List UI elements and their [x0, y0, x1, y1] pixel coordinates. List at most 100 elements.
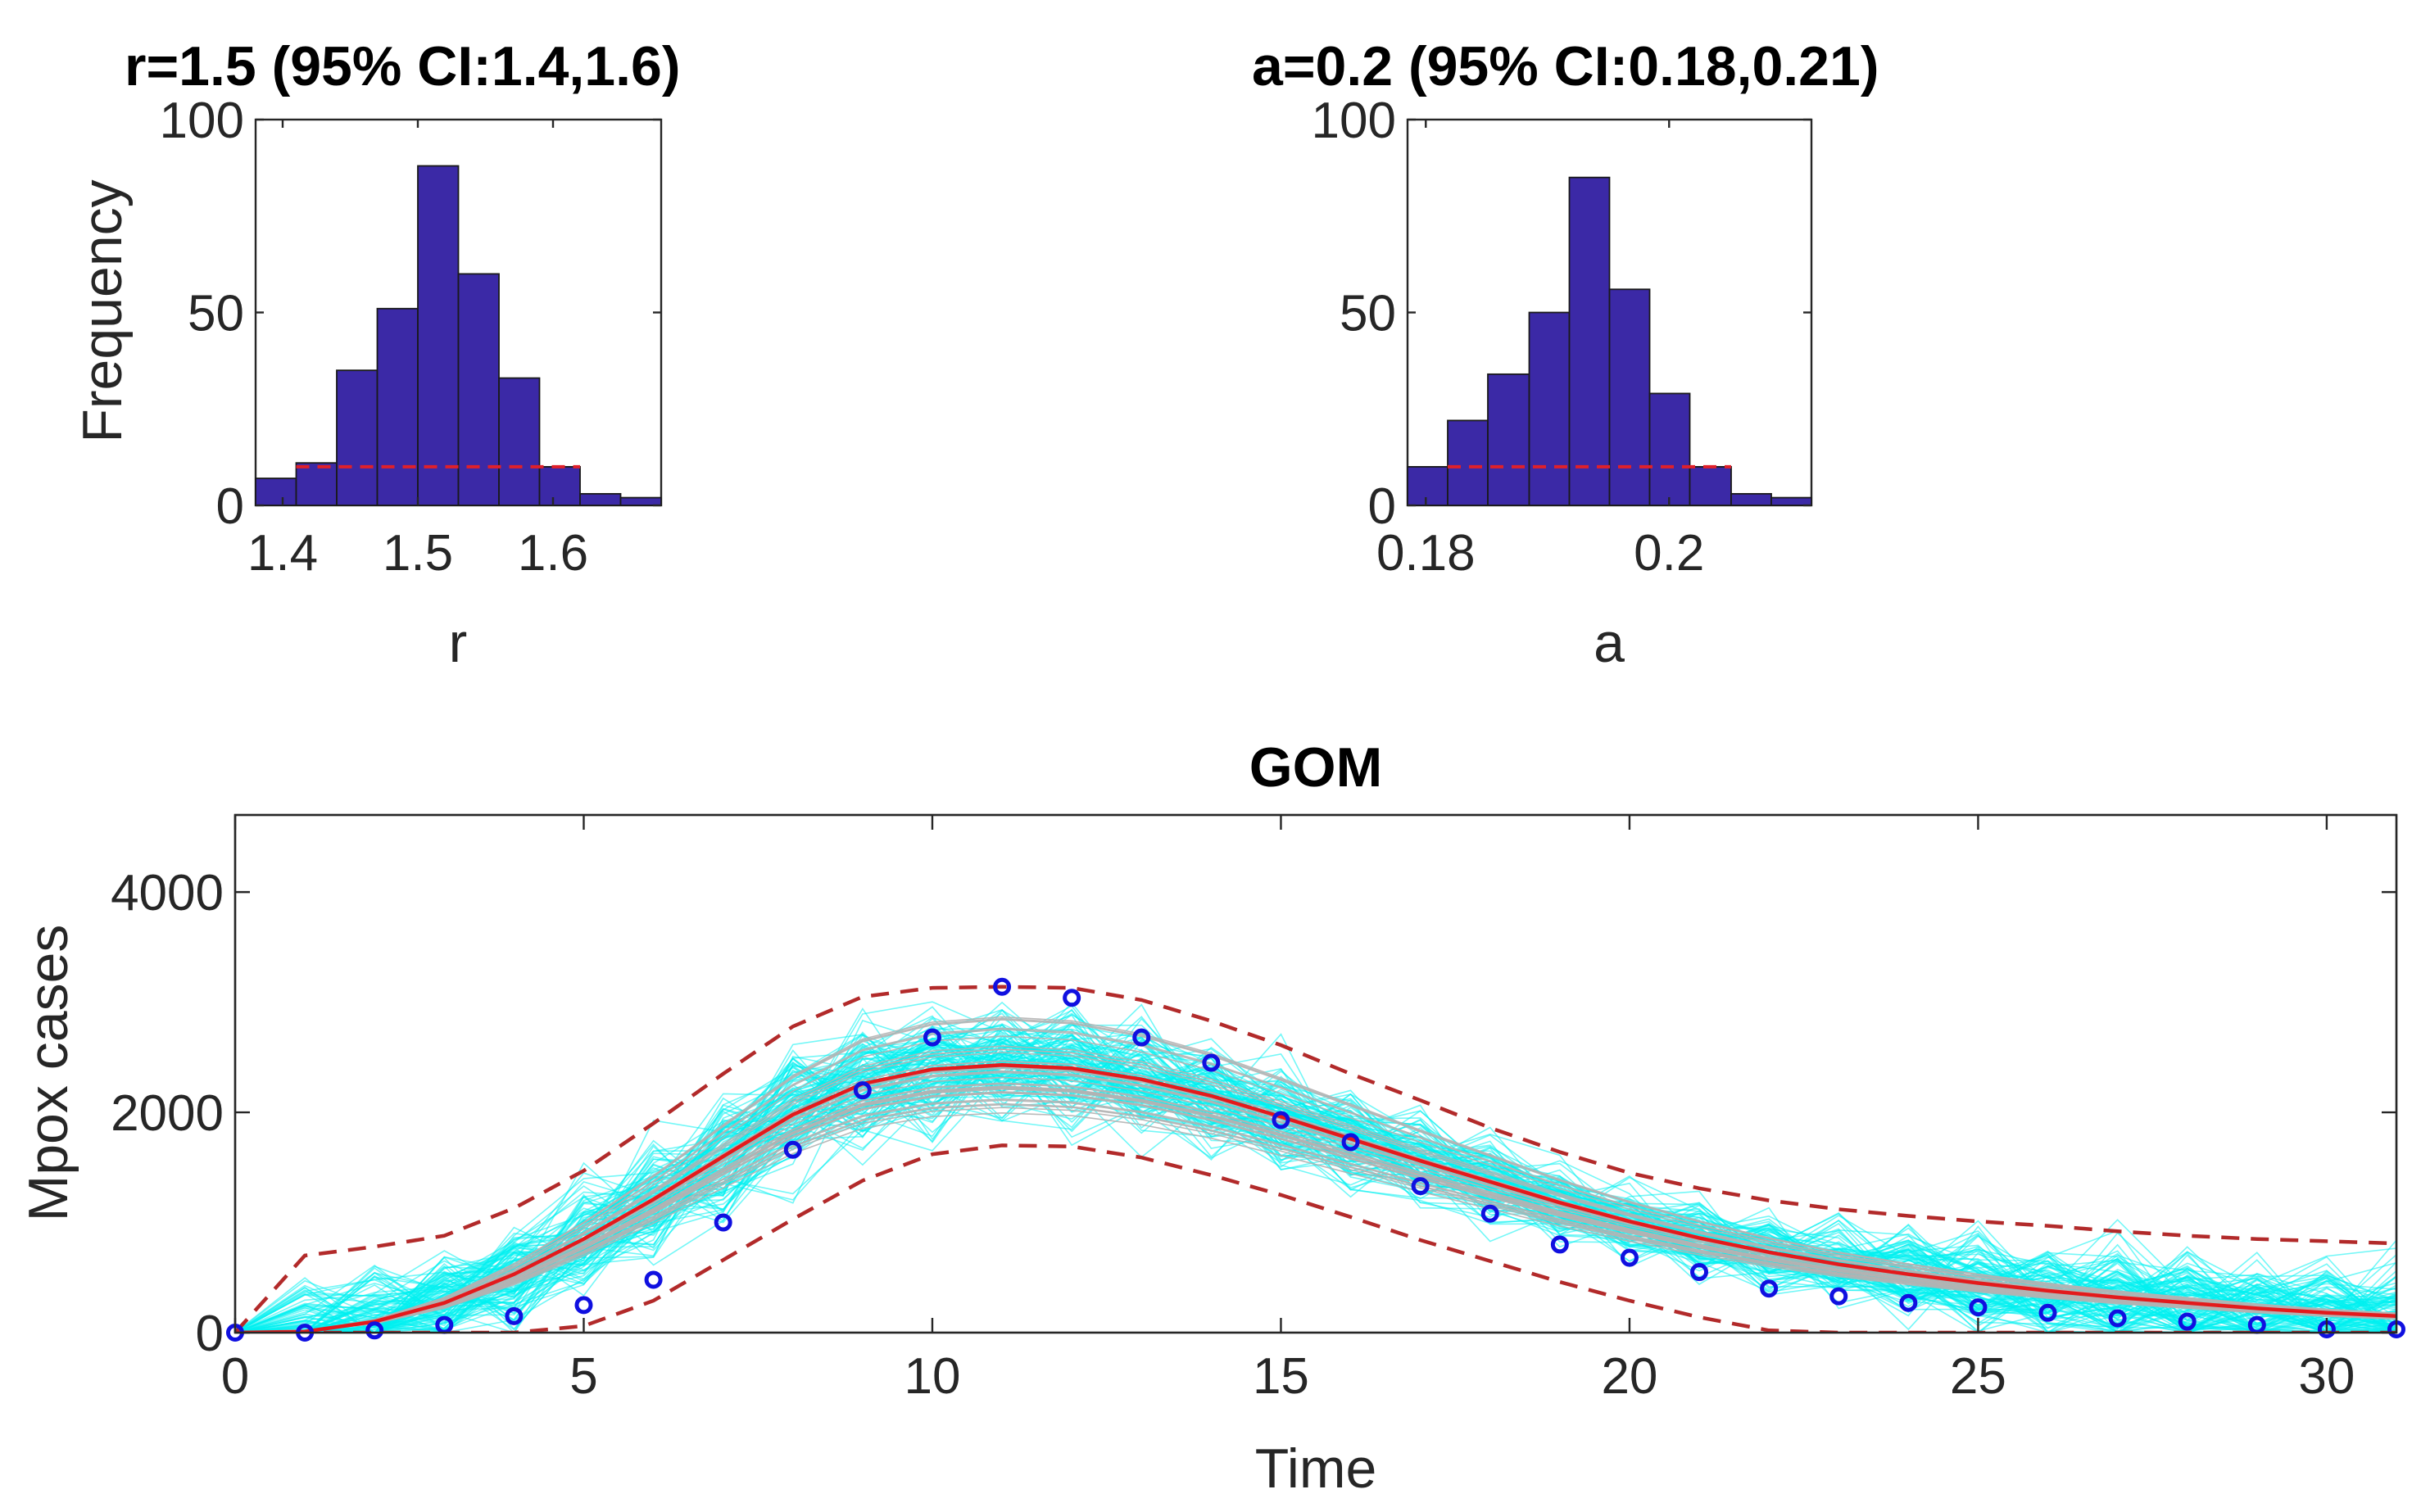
- ensemble-curve: [235, 1029, 2396, 1333]
- histogram-bar: [1447, 419, 1489, 506]
- ensemble-curve: [235, 1085, 2396, 1333]
- observed-data-point: [1620, 1248, 1639, 1267]
- observed-data-point: [1341, 1133, 1360, 1152]
- ensemble-curves: [235, 1016, 2396, 1333]
- x-tick-label: 1.5: [383, 525, 453, 582]
- upper-prediction-interval-line: [235, 985, 2396, 1333]
- histogram-a-title: a=0.2 (95% CI:0.18,0.21): [1252, 35, 1879, 97]
- y-tick-label: 0: [196, 1306, 224, 1362]
- ensemble-curve: [235, 1099, 2396, 1333]
- histogram-bar: [538, 466, 581, 506]
- y-tick-label: 100: [160, 93, 244, 149]
- observed-data-point: [1063, 989, 1081, 1007]
- x-tick-label: 0.18: [1376, 525, 1476, 582]
- ensemble-curve: [235, 1092, 2396, 1333]
- histogram-bar: [1770, 496, 1812, 506]
- observed-data-point: [1829, 1287, 1848, 1306]
- histogram-r-title: r=1.5 (95% CI:1.4,1.6): [125, 35, 680, 97]
- observed-data-point: [1202, 1053, 1221, 1072]
- x-tick-label: 15: [1253, 1348, 1309, 1405]
- mean-fit-line: [235, 1062, 2396, 1333]
- y-tick-label: 2000: [111, 1085, 224, 1142]
- y-tick-label: 50: [188, 286, 244, 342]
- x-tick-label: 0.2: [1634, 525, 1704, 582]
- histogram-bar: [336, 369, 379, 506]
- histogram-r-x-ticks: 1.4 1.5 1.6: [247, 120, 588, 582]
- simulation-curve: [235, 1059, 2396, 1333]
- histogram-a-bars: [1407, 176, 1812, 506]
- observed-data-point: [783, 1140, 802, 1159]
- observed-data-point: [1411, 1177, 1430, 1196]
- ensemble-curve: [235, 1048, 2396, 1333]
- ensemble-curve: [235, 1111, 2396, 1333]
- y-tick-label: 0: [216, 478, 244, 535]
- ensemble-curve: [235, 1035, 2396, 1333]
- timeseries-y-ticks: 0 2000 4000: [111, 865, 2396, 1362]
- observed-data-point: [1132, 1028, 1151, 1047]
- observed-data-point: [2178, 1312, 2197, 1331]
- observed-data-point: [2038, 1303, 2057, 1322]
- x-tick-label: 1.4: [247, 525, 318, 582]
- observed-data-point: [714, 1213, 732, 1232]
- timeseries-gom: GOM 0 2000 4000 0 5 10 15 20 25 30 Mpox cases Ti…: [17, 736, 2405, 1500]
- ensemble-curve: [235, 1016, 2396, 1333]
- histogram-a-x-ticks: 0.18 0.2: [1376, 120, 1704, 582]
- timeseries-axes-border: [233, 813, 2398, 1334]
- timeseries-x-ticks: 0 5 10 15 20 25 30: [221, 815, 2355, 1405]
- histogram-bar: [1648, 392, 1691, 506]
- histogram-bar: [1689, 466, 1732, 506]
- observed-data-point: [853, 1081, 872, 1100]
- histogram-bar: [457, 273, 500, 506]
- ensemble-curve: [235, 1076, 2396, 1333]
- observed-data-point: [1760, 1279, 1779, 1298]
- histogram-bar: [255, 478, 297, 506]
- histogram-bar: [1487, 373, 1530, 506]
- histogram-a-y-ticks: 0 50 100: [1312, 93, 1811, 535]
- observed-data-point: [993, 977, 1012, 996]
- observed-data-point: [505, 1306, 524, 1325]
- x-tick-label: 25: [1950, 1348, 2006, 1405]
- observed-data-point: [1690, 1263, 1709, 1282]
- observed-data-point: [1899, 1293, 1918, 1312]
- histogram-bar: [417, 165, 460, 506]
- y-tick-label: 50: [1340, 286, 1396, 342]
- x-tick-label: 30: [2298, 1348, 2355, 1405]
- observed-data-point: [2108, 1309, 2127, 1328]
- histogram-r-ylabel: Frequency: [71, 179, 134, 442]
- histogram-r-xlabel: r: [449, 612, 468, 674]
- simulation-curve: [235, 1034, 2396, 1333]
- observed-data-point: [1480, 1204, 1499, 1223]
- histogram-bar: [1608, 288, 1651, 506]
- observed-data-point: [1272, 1111, 1290, 1129]
- histogram-bar: [1730, 492, 1772, 506]
- timeseries-title: GOM: [1249, 736, 1382, 799]
- histogram-bar: [1568, 176, 1611, 506]
- histogram-bar: [1407, 466, 1449, 506]
- lower-prediction-interval-line: [235, 1143, 2396, 1333]
- histogram-bar: [579, 492, 622, 506]
- histogram-r-y-ticks: 0 50 100: [160, 93, 661, 535]
- timeseries-xlabel: Time: [1255, 1437, 1377, 1500]
- simulation-curve: [235, 1034, 2396, 1333]
- observed-data-point: [644, 1270, 663, 1289]
- y-tick-label: 0: [1368, 478, 1396, 535]
- histogram-a-xlabel: a: [1594, 612, 1625, 674]
- histogram-bar: [376, 307, 419, 506]
- histogram-bar: [1528, 311, 1571, 506]
- observed-data-point: [1969, 1298, 1988, 1317]
- observed-data-point: [1550, 1235, 1569, 1254]
- x-tick-label: 0: [221, 1348, 249, 1405]
- x-tick-label: 10: [904, 1348, 960, 1405]
- timeseries-ylabel: Mpox cases: [17, 925, 79, 1222]
- histogram-bar: [498, 377, 541, 506]
- y-tick-label: 100: [1312, 93, 1396, 149]
- histogram-bar: [295, 462, 338, 506]
- simulation-curve: [235, 1033, 2396, 1333]
- x-tick-label: 5: [569, 1348, 597, 1405]
- y-tick-label: 4000: [111, 865, 224, 921]
- ensemble-curve: [235, 1107, 2396, 1333]
- x-tick-label: 20: [1601, 1348, 1657, 1405]
